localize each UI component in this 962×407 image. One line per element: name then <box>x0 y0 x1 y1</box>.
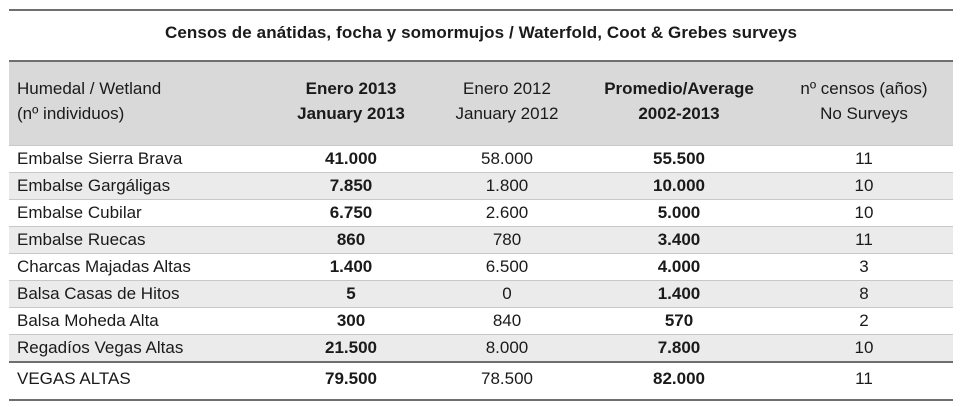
jan2012-cell: 58.000 <box>481 149 533 168</box>
surveys-cell: 10 <box>854 176 874 195</box>
header-jan2013-line2: January 2013 <box>297 104 405 123</box>
surveys-cell: 3 <box>859 257 869 276</box>
jan2013-cell: 300 <box>336 311 366 330</box>
wetland-cell: Embalse Gargáligas <box>17 176 171 195</box>
jan2012-cell: 840 <box>492 311 522 330</box>
average-cell: 7.800 <box>657 338 701 357</box>
table-row: Balsa Casas de Hitos 5 0 1.400 8 <box>9 280 953 307</box>
table-row: Embalse Sierra Brava 41.000 58.000 55.50… <box>9 145 953 172</box>
average-cell: 4.000 <box>657 257 701 276</box>
wetland-cell: Balsa Casas de Hitos <box>17 284 180 303</box>
wetland-cell: Embalse Ruecas <box>17 230 146 249</box>
jan2012-cell: 6.500 <box>485 257 529 276</box>
table-row: Embalse Ruecas 860 780 3.400 11 <box>9 226 953 253</box>
total-wetland-cell: VEGAS ALTAS <box>17 369 131 388</box>
wetland-cell: Embalse Sierra Brava <box>17 149 183 168</box>
surveys-cell: 11 <box>855 230 873 249</box>
header-surveys-line1: nº censos (años) <box>800 79 928 98</box>
header-jan2013-line1: Enero 2013 <box>305 79 397 98</box>
surveys-cell: 8 <box>859 284 869 303</box>
average-cell: 3.400 <box>657 230 701 249</box>
total-row: VEGAS ALTAS 79.500 78.500 82.000 11 <box>9 361 953 401</box>
surveys-cell: 10 <box>854 338 874 357</box>
jan2013-cell: 41.000 <box>325 149 377 168</box>
header-average-line2: 2002-2013 <box>638 104 720 123</box>
jan2012-cell: 0 <box>502 284 512 303</box>
total-jan2013-cell: 79.500 <box>325 369 377 388</box>
jan2013-cell: 21.500 <box>325 338 377 357</box>
total-average-cell: 82.000 <box>653 369 705 388</box>
wetland-cell: Balsa Moheda Alta <box>17 311 159 330</box>
table-row: Embalse Cubilar 6.750 2.600 5.000 10 <box>9 199 953 226</box>
surveys-cell: 10 <box>854 203 874 222</box>
header-jan2012: Enero 2012 January 2012 <box>427 76 587 126</box>
jan2012-cell: 780 <box>492 230 522 249</box>
total-jan2012-cell: 78.500 <box>481 369 533 388</box>
header-wetland-line2: (nº individuos) <box>17 104 125 123</box>
header-average-line1: Promedio/Average <box>604 79 754 98</box>
jan2013-cell: 860 <box>336 230 366 249</box>
jan2012-cell: 8.000 <box>485 338 529 357</box>
table-header: Humedal / Wetland (nº individuos) Enero … <box>9 60 953 146</box>
surveys-cell: 11 <box>855 149 873 168</box>
average-cell: 1.400 <box>657 284 701 303</box>
surveys-cell: 2 <box>859 311 869 330</box>
average-cell: 5.000 <box>657 203 701 222</box>
table-row: Embalse Gargáligas 7.850 1.800 10.000 10 <box>9 172 953 199</box>
jan2013-cell: 7.850 <box>329 176 373 195</box>
header-wetland: Humedal / Wetland (nº individuos) <box>17 76 161 126</box>
wetland-cell: Regadíos Vegas Altas <box>17 338 184 357</box>
header-jan2012-line1: Enero 2012 <box>463 79 551 98</box>
header-jan2013: Enero 2013 January 2013 <box>271 76 431 126</box>
jan2013-cell: 1.400 <box>329 257 373 276</box>
wetland-cell: Embalse Cubilar <box>17 203 142 222</box>
jan2013-cell: 5 <box>346 284 356 303</box>
header-surveys-line2: No Surveys <box>820 104 908 123</box>
header-wetland-line1: Humedal / Wetland <box>17 79 162 98</box>
average-cell: 55.500 <box>653 149 705 168</box>
header-jan2012-line2: January 2012 <box>455 104 559 123</box>
header-surveys: nº censos (años) No Surveys <box>783 76 945 126</box>
table-row: Balsa Moheda Alta 300 840 570 2 <box>9 307 953 334</box>
jan2012-cell: 2.600 <box>485 203 529 222</box>
jan2012-cell: 1.800 <box>485 176 529 195</box>
table-row: Charcas Majadas Altas 1.400 6.500 4.000 … <box>9 253 953 280</box>
total-surveys-cell: 11 <box>855 369 873 388</box>
table-title: Censos de anátidas, focha y somormujos /… <box>9 9 953 55</box>
average-cell: 10.000 <box>653 176 705 195</box>
average-cell: 570 <box>664 311 694 330</box>
header-average: Promedio/Average 2002-2013 <box>579 76 779 126</box>
jan2013-cell: 6.750 <box>329 203 373 222</box>
table-body: Embalse Sierra Brava 41.000 58.000 55.50… <box>9 145 953 361</box>
wetland-cell: Charcas Majadas Altas <box>17 257 191 276</box>
table-row: Regadíos Vegas Altas 21.500 8.000 7.800 … <box>9 334 953 361</box>
